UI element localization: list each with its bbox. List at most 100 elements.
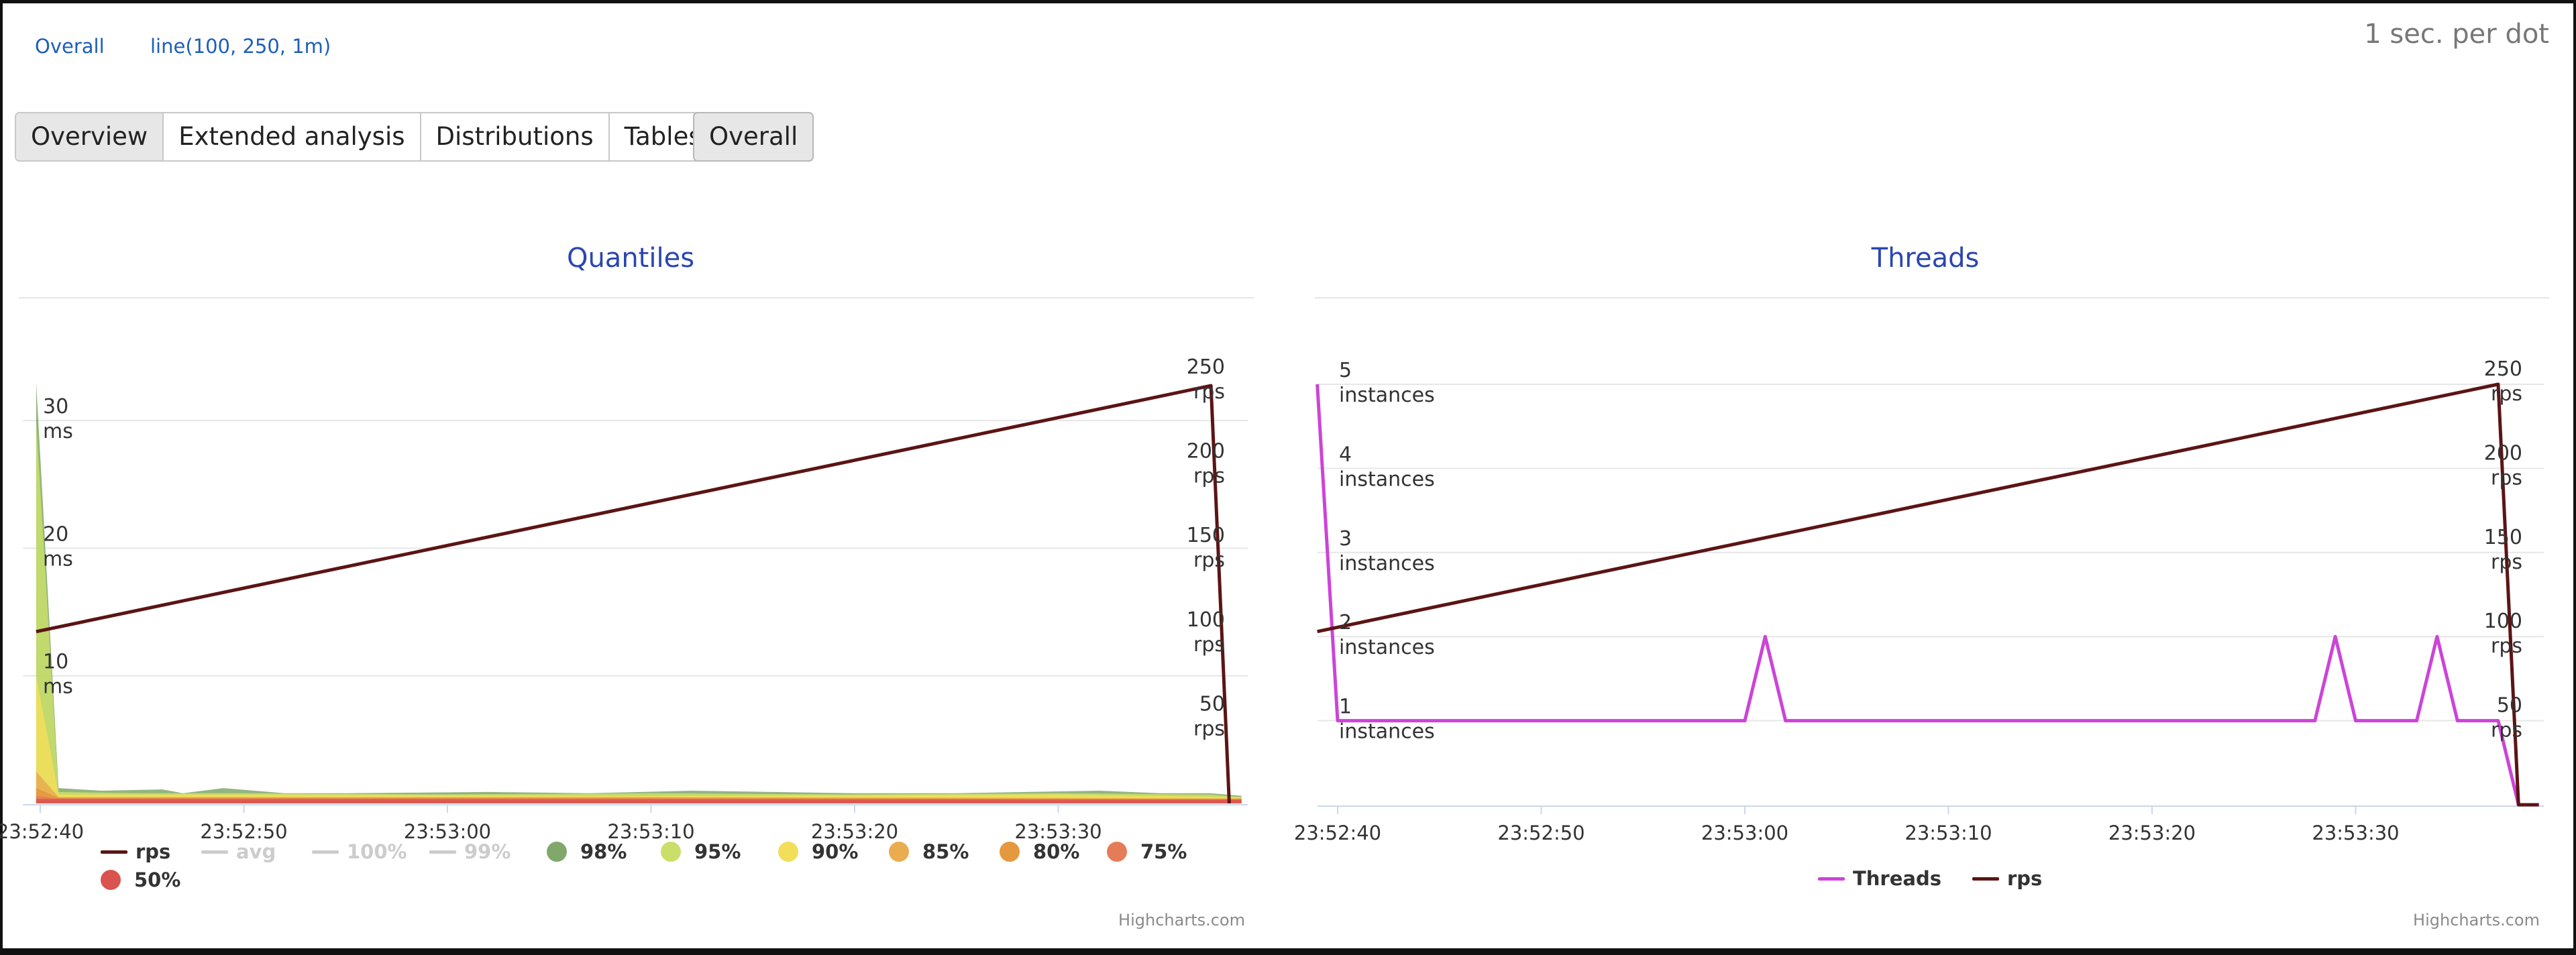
- quantiles-legend-item-95pct[interactable]: 95%: [661, 838, 741, 865]
- tab-overview[interactable]: Overview: [16, 113, 164, 160]
- quantiles-x-tick-label: 23:53:00: [404, 820, 491, 843]
- quantiles-legend-label: 100%: [347, 840, 407, 863]
- quantiles-y-right-unit: rps: [1193, 380, 1225, 404]
- quantiles-legend-symbol: [101, 870, 121, 890]
- threads-legend-item-threads[interactable]: Threads: [1818, 865, 1941, 892]
- threads-y-right-unit: rps: [2491, 634, 2522, 658]
- tab-distributions[interactable]: Distributions: [421, 113, 610, 160]
- threads-x-tick-label: 23:53:20: [2108, 822, 2196, 844]
- quantiles-x-tick-label: 23:53:30: [1014, 820, 1102, 843]
- line-test-link[interactable]: line(100, 250, 1m): [150, 35, 331, 58]
- quantiles-legend-symbol: [312, 850, 339, 854]
- threads-y-right-label: 200 rps: [2484, 441, 2522, 490]
- quantiles-chart-title: Quantiles: [566, 243, 695, 274]
- threads-y-right-label: 250 rps: [2484, 357, 2522, 406]
- quantiles-y-left-label: 30 ms: [43, 395, 73, 443]
- threads-y-left-unit: instances: [1339, 636, 1435, 659]
- quantiles-legend-item-100pct[interactable]: 100%: [312, 838, 407, 865]
- quantiles-legend-label: 98%: [580, 840, 627, 863]
- quantiles-legend-symbol: [661, 842, 681, 862]
- threads-legend-symbol: [1972, 877, 1999, 881]
- window-left-border: [0, 0, 3, 955]
- quantiles-legend-item-98pct[interactable]: 98%: [547, 838, 627, 865]
- highcharts-credit-threads[interactable]: Highcharts.com: [2413, 911, 2540, 930]
- threads-y-left-label: 5 instances: [1339, 359, 1435, 407]
- quantiles-legend-item-99pct[interactable]: 99%: [429, 838, 511, 865]
- threads-y-left-label: 3 instances: [1339, 527, 1435, 575]
- quantiles-x-tick-label: 23:53:20: [811, 820, 898, 843]
- quantiles-line-rps[interactable]: [36, 384, 1231, 804]
- threads-y-right-unit: rps: [2491, 551, 2522, 574]
- quantiles-legend-label: 95%: [694, 840, 741, 863]
- quantiles-legend-item-50pct[interactable]: 50%: [101, 866, 180, 893]
- quantiles-y-left-value: 20: [43, 522, 68, 546]
- tab-extended-analysis[interactable]: Extended analysis: [164, 113, 421, 160]
- quantiles-legend-item-rps[interactable]: rps: [101, 838, 170, 865]
- quantiles-x-tick-label: 23:53:10: [607, 820, 694, 843]
- threads-y-left-label: 4 instances: [1339, 443, 1435, 491]
- threads-y-right-value: 150: [2484, 526, 2522, 549]
- quantiles-x-tick-label: 23:52:40: [0, 820, 84, 843]
- threads-line-rps[interactable]: [1317, 382, 2539, 807]
- quantiles-legend-item-75pct[interactable]: 75%: [1107, 838, 1187, 865]
- quantiles-y-right-label: 100 rps: [1187, 608, 1225, 657]
- threads-legend-item-rps[interactable]: rps: [1972, 865, 2042, 892]
- overall-link[interactable]: Overall: [35, 35, 105, 58]
- threads-line-threads[interactable]: [1316, 384, 2539, 807]
- quantiles-legend-symbol: [1107, 842, 1127, 862]
- threads-y-right-unit: rps: [2491, 466, 2522, 490]
- quantiles-y-left-unit: ms: [43, 547, 73, 571]
- quantiles-legend-symbol: [547, 842, 567, 862]
- threads-title-divider: [1315, 297, 2549, 298]
- quantiles-y-right-unit: rps: [1193, 465, 1225, 488]
- threads-y-left-unit: instances: [1339, 720, 1435, 744]
- quantiles-y-right-unit: rps: [1193, 549, 1225, 572]
- threads-y-right-label: 50 rps: [2491, 694, 2522, 742]
- quantiles-legend-label: rps: [136, 840, 171, 863]
- quantiles-legend-item-avg[interactable]: avg: [201, 838, 276, 865]
- quantiles-y-right-label: 50 rps: [1193, 692, 1225, 740]
- quantiles-legend-label: 80%: [1033, 840, 1080, 863]
- threads-y-left-value: 4: [1339, 443, 1352, 466]
- threads-y-left-value: 3: [1339, 527, 1352, 551]
- threads-x-tick-label: 23:53:00: [1701, 822, 1788, 844]
- quantiles-legend-label: avg: [236, 840, 276, 863]
- quantiles-legend-symbol: [889, 842, 909, 862]
- quantiles-legend-label: 90%: [812, 840, 859, 863]
- quantiles-legend-symbol: [429, 850, 456, 854]
- highcharts-credit[interactable]: Highcharts.com: [1118, 911, 1245, 930]
- quantiles-legend: rps avg 100% 99% 98% 95% 90% 85% 80% 75% 50%: [7, 838, 1254, 905]
- quantiles-y-right-value: 250: [1187, 355, 1225, 379]
- quantiles-y-left-label: 20 ms: [43, 522, 73, 571]
- quantiles-legend-item-85pct[interactable]: 85%: [889, 838, 969, 865]
- quantiles-chart: Quantiles 10 ms 20 ms 30 ms 50 rps 100 rps 150 rps 2…: [0, 228, 1254, 939]
- view-tab-group: Overview Extended analysis Distributions…: [15, 112, 718, 162]
- threads-y-right-label: 100 rps: [2484, 610, 2522, 658]
- threads-x-tick-label: 23:52:50: [1497, 822, 1585, 844]
- quantiles-legend-item-80pct[interactable]: 80%: [1000, 838, 1079, 865]
- overall-button[interactable]: Overall: [693, 112, 814, 162]
- threads-y-right-value: 50: [2497, 694, 2522, 718]
- threads-legend-label: rps: [2007, 867, 2043, 890]
- quantiles-legend-symbol: [201, 850, 228, 854]
- quantiles-y-right-value: 150: [1187, 524, 1225, 547]
- threads-y-right-label: 150 rps: [2484, 526, 2522, 574]
- quantiles-area-90pct: [36, 675, 1242, 803]
- threads-y-left-value: 5: [1339, 359, 1352, 382]
- threads-legend-symbol: [1818, 877, 1845, 881]
- threads-x-tick-label: 23:53:10: [1904, 822, 1992, 844]
- quantiles-legend-label: 85%: [922, 840, 969, 863]
- threads-y-right-value: 100: [2484, 610, 2522, 633]
- quantiles-legend-label: 99%: [464, 840, 511, 863]
- quantiles-y-right-value: 200: [1187, 440, 1225, 463]
- quantiles-y-left-unit: ms: [43, 420, 73, 443]
- threads-legend: Threads rps: [1301, 865, 2549, 899]
- threads-y-left-unit: instances: [1339, 467, 1435, 491]
- quantiles-area-50pct: [36, 799, 1242, 803]
- threads-y-left-value: 1: [1339, 695, 1352, 719]
- quantiles-legend-item-90pct[interactable]: 90%: [778, 838, 858, 865]
- threads-y-left-value: 2: [1339, 611, 1352, 634]
- window-top-border: [0, 0, 2576, 3]
